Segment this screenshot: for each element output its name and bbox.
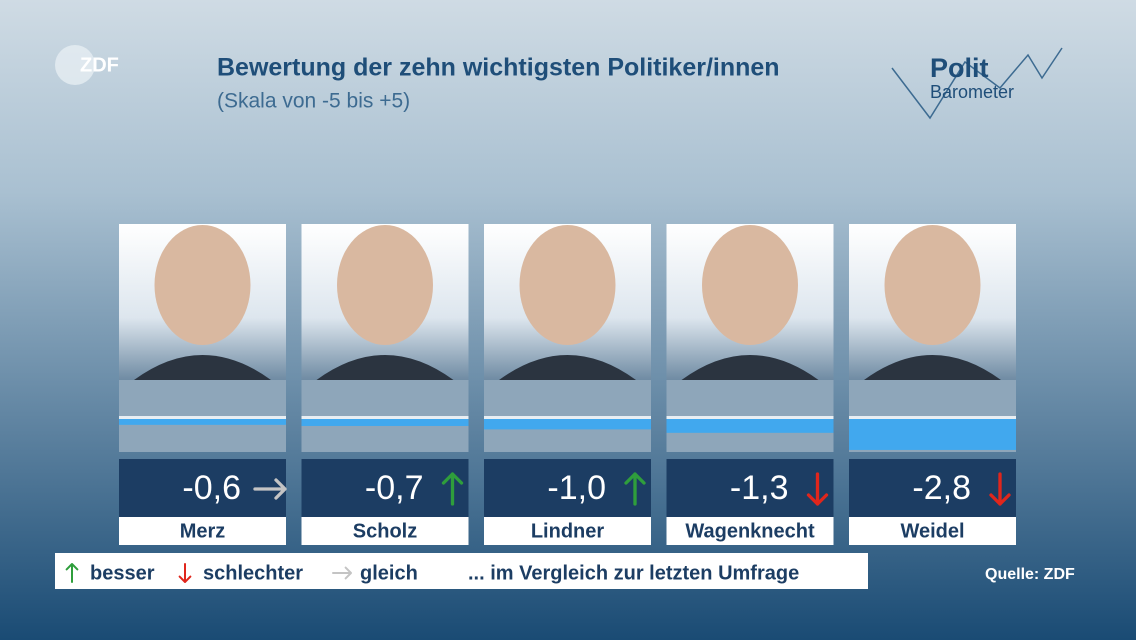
bar bbox=[666, 418, 834, 433]
photo-body bbox=[499, 355, 636, 380]
legend-label: gleich bbox=[360, 562, 418, 584]
brand: Barometer bbox=[930, 82, 1014, 102]
category-label: Lindner bbox=[531, 520, 605, 542]
name-box bbox=[301, 517, 469, 545]
category-label: Scholz bbox=[353, 520, 417, 542]
trend-arrow bbox=[806, 472, 829, 506]
photo-body bbox=[134, 355, 271, 380]
value-box bbox=[484, 459, 651, 517]
chart-title: Bewertung der zehn wichtigsten Politiker… bbox=[217, 54, 780, 82]
photo-body bbox=[681, 355, 819, 380]
value-label: -0,6 bbox=[182, 469, 241, 507]
zero-line bbox=[666, 416, 834, 419]
value-box bbox=[849, 459, 1016, 517]
photo-head bbox=[519, 225, 616, 345]
value-label: -1,0 bbox=[547, 469, 606, 507]
name-box bbox=[119, 517, 286, 545]
logo-circle bbox=[55, 45, 95, 85]
legend-box bbox=[55, 553, 868, 589]
trend-arrow bbox=[332, 566, 352, 580]
value-label: -0,7 bbox=[365, 469, 424, 507]
legend-note: ... im Vergleich zur letzten Umfrage bbox=[468, 562, 799, 584]
value-label: -2,8 bbox=[912, 469, 971, 507]
trend-arrow bbox=[624, 472, 646, 506]
zero-line bbox=[849, 416, 1016, 419]
name-box bbox=[666, 517, 834, 545]
zero-line bbox=[119, 416, 286, 419]
photo-body bbox=[316, 355, 454, 380]
category-label: Wagenknecht bbox=[685, 520, 815, 542]
brand-line bbox=[891, 47, 1063, 120]
photo-body bbox=[864, 355, 1001, 380]
bar bbox=[849, 418, 1016, 450]
trend-arrow bbox=[989, 472, 1011, 506]
zero-line bbox=[301, 416, 469, 419]
trend-arrow bbox=[253, 478, 287, 500]
trend-arrow bbox=[65, 563, 79, 583]
trend-arrow bbox=[441, 472, 464, 506]
value-label: -1,3 bbox=[730, 469, 789, 507]
value-box bbox=[666, 459, 834, 517]
legend-label: schlechter bbox=[203, 562, 303, 584]
zero-line bbox=[484, 416, 651, 419]
photo-head bbox=[154, 225, 251, 345]
bar bbox=[301, 418, 469, 426]
category-label: Merz bbox=[180, 520, 226, 542]
photo-head bbox=[337, 225, 433, 345]
logo: ZDF bbox=[80, 54, 119, 76]
bar bbox=[484, 418, 651, 430]
category-label: Weidel bbox=[900, 520, 964, 542]
trend-arrow bbox=[178, 563, 192, 583]
name-box bbox=[849, 517, 1016, 545]
source: Quelle: ZDF bbox=[985, 566, 1075, 583]
legend-label: besser bbox=[90, 562, 155, 584]
name-box bbox=[484, 517, 651, 545]
brand: Polit bbox=[930, 53, 989, 83]
value-box bbox=[301, 459, 469, 517]
photo-head bbox=[884, 225, 981, 345]
photo-head bbox=[702, 225, 798, 345]
bar bbox=[119, 418, 286, 425]
chart-subtitle: (Skala von -5 bis +5) bbox=[217, 90, 410, 113]
